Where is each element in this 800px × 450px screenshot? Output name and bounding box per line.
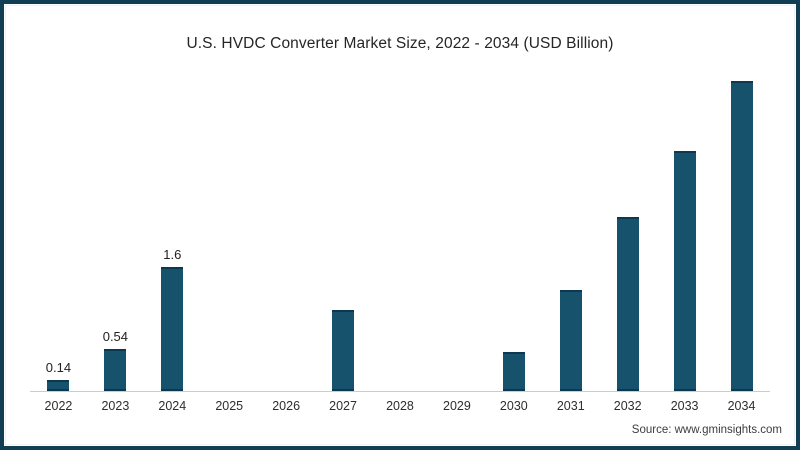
bar-column-2030 — [485, 70, 542, 391]
x-tick-2031: 2031 — [556, 399, 585, 413]
bar-column-2031 — [542, 70, 599, 391]
bar-column-2033 — [656, 70, 713, 391]
x-tick-2027: 2027 — [329, 399, 357, 413]
x-tick-2028: 2028 — [386, 399, 414, 413]
data-label-2022: 0.14 — [45, 360, 72, 375]
bar-2022 — [47, 380, 70, 391]
bar-column-2026 — [258, 70, 315, 391]
x-tick-2034: 2034 — [727, 399, 756, 413]
source-attribution: Source: www.gminsights.com — [631, 424, 782, 436]
bar-2024 — [161, 267, 184, 391]
x-tick-2029: 2029 — [443, 399, 471, 413]
bar-column-2024: 1.6 — [144, 70, 201, 391]
x-tick-2023: 2023 — [101, 399, 130, 413]
chart-title: U.S. HVDC Converter Market Size, 2022 - … — [186, 35, 614, 52]
data-label-2024: 1.6 — [163, 247, 182, 262]
x-tick-2030: 2030 — [499, 399, 528, 413]
bar-column-2028 — [372, 70, 429, 391]
x-tick-2026: 2026 — [272, 399, 301, 413]
bar-2033 — [673, 151, 696, 391]
x-tick-2032: 2032 — [613, 399, 642, 413]
bar-2027 — [332, 310, 355, 391]
data-label-2023: 0.54 — [102, 329, 129, 344]
bar-column-2029 — [428, 70, 485, 391]
bar-2032 — [616, 217, 639, 391]
bar-2031 — [559, 290, 582, 391]
plot-area: 0.14 0.54 1.6 2022 2023 2024 2025 2026 2027 2028… — [30, 70, 770, 413]
bar-column-2034 — [713, 70, 770, 391]
x-tick-2022: 2022 — [44, 399, 73, 413]
x-tick-2033: 2033 — [670, 399, 699, 413]
bar-column-2023: 0.54 — [87, 70, 144, 391]
bar-2034 — [730, 81, 753, 391]
bar-2023 — [104, 349, 127, 391]
bar-column-2025 — [201, 70, 258, 391]
bars-container: 0.14 0.54 1.6 — [30, 70, 770, 391]
bar-2030 — [502, 352, 525, 391]
bar-column-2027 — [315, 70, 372, 391]
bar-column-2022: 0.14 — [30, 70, 87, 391]
bar-column-2032 — [599, 70, 656, 391]
x-tick-2025: 2025 — [215, 399, 244, 413]
x-tick-2024: 2024 — [158, 399, 187, 413]
x-axis-labels: 2022 2023 2024 2025 2026 2027 2028 2029 2030 2031… — [30, 399, 770, 413]
